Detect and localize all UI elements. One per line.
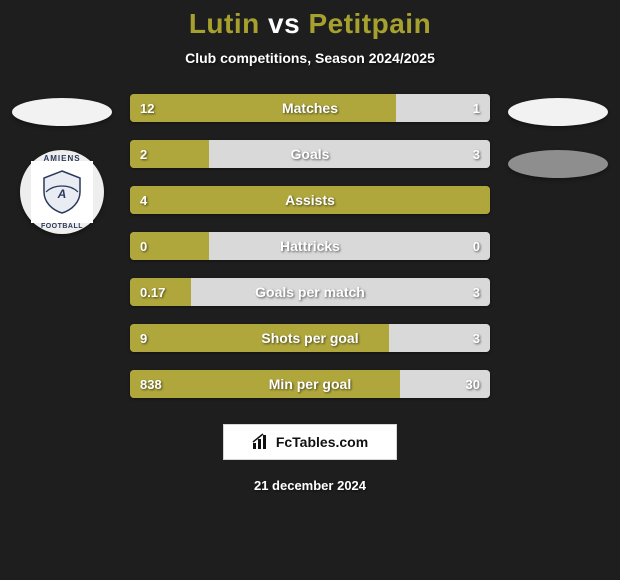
stat-bar-row: 93Shots per goal <box>130 324 490 352</box>
stat-bar-row: 121Matches <box>130 94 490 122</box>
bar-value-left: 838 <box>140 370 162 398</box>
bar-value-right: 0 <box>473 232 480 260</box>
badge-bottom-text: FOOTBALL <box>20 223 104 230</box>
bar-value-right: 1 <box>473 94 480 122</box>
bar-value-right: 3 <box>473 278 480 306</box>
bar-fill-right <box>209 232 490 260</box>
bar-fill-left <box>130 324 389 352</box>
badge-top-text: AMIENS <box>20 154 104 163</box>
bar-fill-right <box>209 140 490 168</box>
stat-bar-row: 0.173Goals per match <box>130 278 490 306</box>
player1-club-badge: AMIENS A FOOTBALL <box>20 150 104 234</box>
bar-fill-left <box>130 94 396 122</box>
bar-fill-left <box>130 370 400 398</box>
title-player2: Petitpain <box>308 8 431 39</box>
stats-bars: 121Matches23Goals4Assists00Hattricks0.17… <box>130 94 490 398</box>
badge-shield-icon: A <box>38 168 86 216</box>
player2-oval-placeholder-2 <box>508 150 608 178</box>
stat-bar-row: 4Assists <box>130 186 490 214</box>
main-layout: AMIENS A FOOTBALL 121Matches23Goals4Assi… <box>0 94 620 398</box>
bar-value-left: 4 <box>140 186 147 214</box>
bar-value-left: 0.17 <box>140 278 165 306</box>
title-player1: Lutin <box>189 8 260 39</box>
chart-icon <box>252 433 270 451</box>
player2-oval-placeholder-1 <box>508 98 608 126</box>
stat-bar-row: 00Hattricks <box>130 232 490 260</box>
bar-value-right: 3 <box>473 324 480 352</box>
player1-oval-placeholder <box>12 98 112 126</box>
title-vs: vs <box>268 8 300 39</box>
bar-value-right: 30 <box>466 370 480 398</box>
svg-text:A: A <box>57 187 67 201</box>
right-side-column <box>506 94 610 178</box>
footer-logo: FcTables.com <box>223 424 397 460</box>
bar-value-right: 3 <box>473 140 480 168</box>
bar-fill-right <box>191 278 490 306</box>
bar-value-left: 2 <box>140 140 147 168</box>
bar-value-left: 9 <box>140 324 147 352</box>
bar-value-left: 12 <box>140 94 154 122</box>
page-title: Lutin vs Petitpain <box>0 8 620 40</box>
comparison-infographic: Lutin vs Petitpain Club competitions, Se… <box>0 0 620 580</box>
stat-bar-row: 23Goals <box>130 140 490 168</box>
footer-logo-text: FcTables.com <box>276 434 368 450</box>
stat-bar-row: 83830Min per goal <box>130 370 490 398</box>
bar-value-left: 0 <box>140 232 147 260</box>
bar-fill-left <box>130 186 490 214</box>
left-side-column: AMIENS A FOOTBALL <box>10 94 114 234</box>
date-text: 21 december 2024 <box>0 478 620 493</box>
badge-inner: A <box>31 161 93 223</box>
subtitle: Club competitions, Season 2024/2025 <box>0 50 620 66</box>
